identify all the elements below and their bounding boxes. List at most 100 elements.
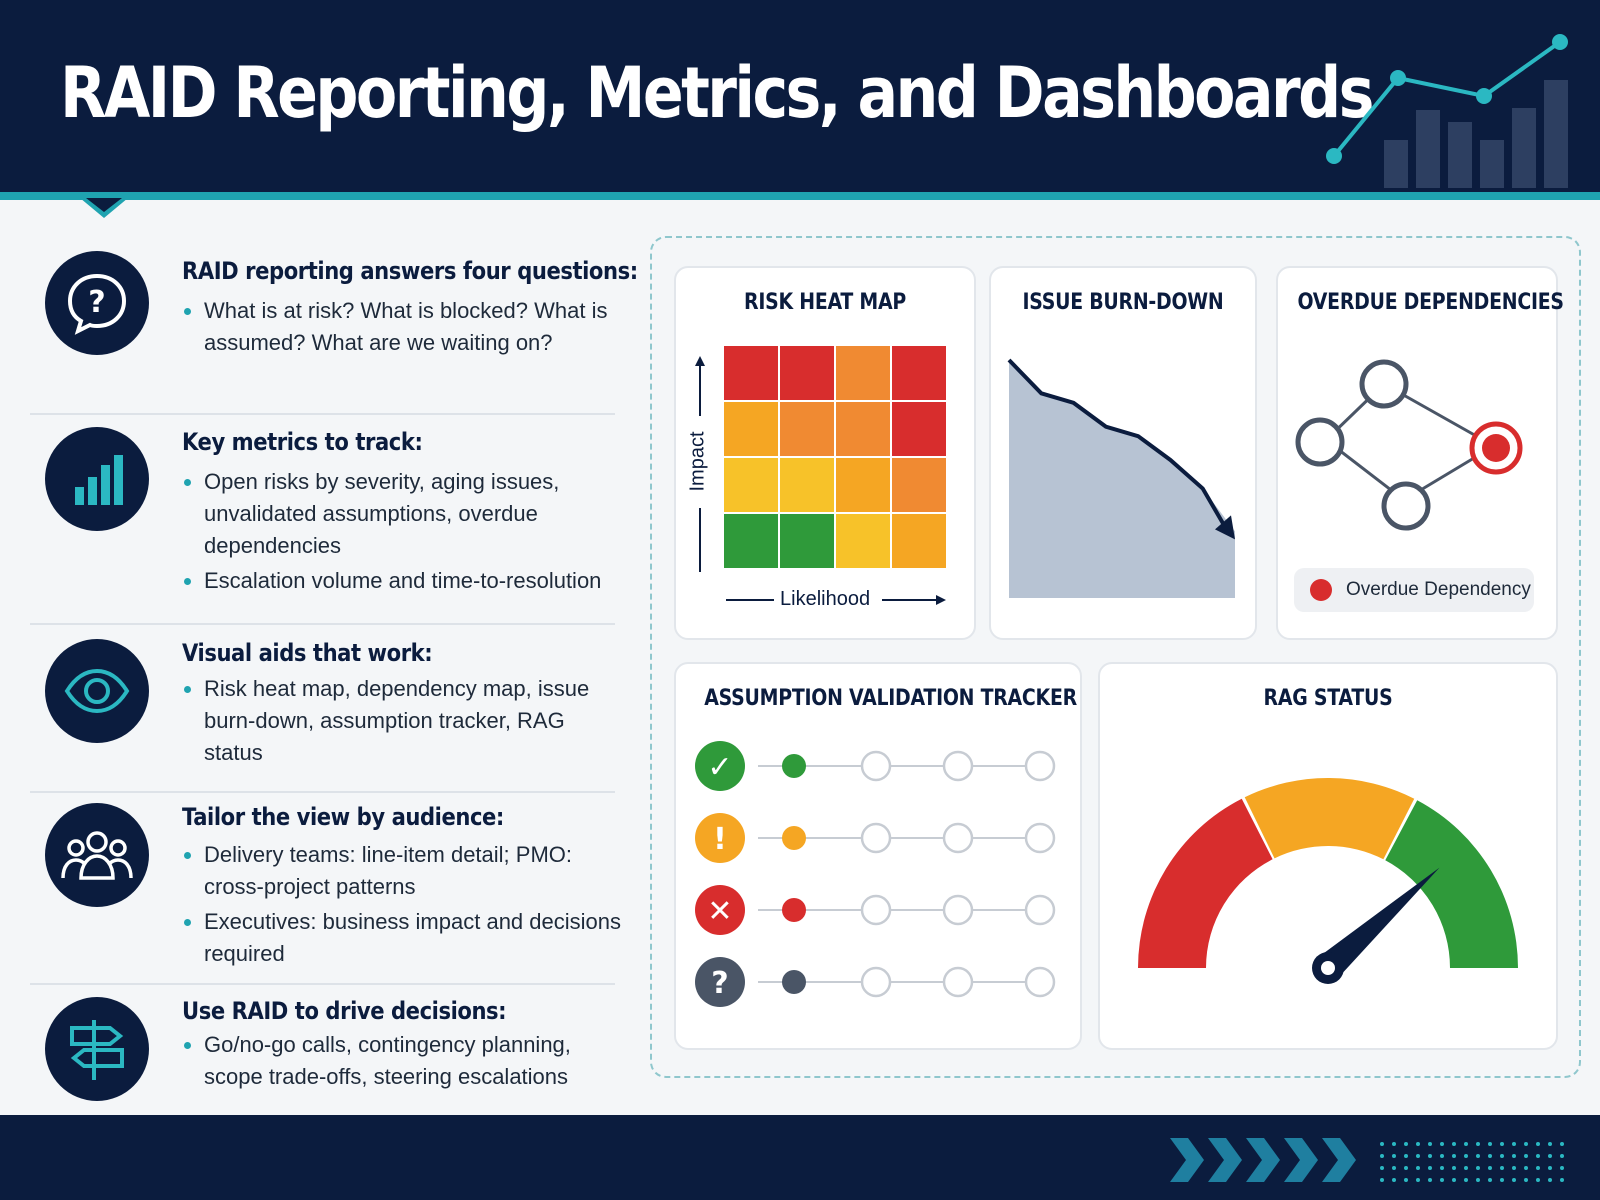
footer-dot [1548, 1154, 1552, 1158]
footer-dot [1464, 1154, 1468, 1158]
header-accent-stripe [0, 192, 1600, 200]
footer-dot [1440, 1166, 1444, 1170]
footer-dot [1392, 1178, 1396, 1182]
bar-chart-icon [45, 427, 149, 531]
dashboard-panel [650, 236, 1581, 1078]
gauge-segment [1244, 778, 1415, 860]
section-bullets: What is at risk? What is blocked? What i… [182, 295, 622, 362]
footer-dot [1488, 1166, 1492, 1170]
card-title: ISSUE BURN-DOWN [1022, 290, 1224, 315]
divider [30, 413, 615, 415]
tracker-empty-step [942, 966, 974, 998]
heat-map-cell [724, 514, 778, 568]
assumption-validation-tracker-card: ASSUMPTION VALIDATION TRACKER ✓! ✕? [674, 662, 1082, 1050]
tracker-filled-step [782, 754, 806, 778]
card-title: ASSUMPTION VALIDATION TRACKER [704, 686, 1077, 711]
footer-dot [1500, 1178, 1504, 1182]
line-and-bar-chart-icon [1326, 34, 1568, 188]
footer-dot [1440, 1178, 1444, 1182]
footer-dot [1488, 1142, 1492, 1146]
section-bullets: Go/no-go calls, contingency planning, sc… [182, 1029, 622, 1096]
footer-dot [1512, 1178, 1516, 1182]
risk-heat-map-card: RISK HEAT MAP Likelihood Impact [674, 266, 976, 640]
bullet: Delivery teams: line-item detail; PMO: c… [182, 839, 622, 903]
heat-map-chart [695, 346, 946, 605]
heat-map-cell [724, 346, 778, 400]
overdue-dependencies-card: OVERDUE DEPENDENCIES Overdue Dependency [1276, 266, 1564, 640]
x-icon [695, 885, 745, 935]
section-title: Key metrics to track: [182, 428, 423, 456]
tracker-empty-step [942, 894, 974, 926]
footer-dot [1404, 1142, 1408, 1146]
footer-dot [1404, 1166, 1408, 1170]
card-title: RAG STATUS [1263, 686, 1393, 711]
heat-map-cell [836, 346, 890, 400]
heat-map-cell [724, 458, 778, 512]
divider [30, 791, 615, 793]
section-bullets: Delivery teams: line-item detail; PMO: c… [182, 839, 622, 973]
status-glyph: ? [711, 966, 728, 1001]
tracker-empty-step [860, 750, 892, 782]
footer-dot [1380, 1154, 1384, 1158]
heat-map-cell [780, 346, 834, 400]
signpost-icon [45, 997, 149, 1101]
section-title: Tailor the view by audience: [182, 803, 504, 831]
footer-dot [1380, 1166, 1384, 1170]
heat-map-cell [780, 514, 834, 568]
footer-dot [1512, 1154, 1516, 1158]
burn-down-chart [1007, 358, 1235, 598]
footer-dot [1428, 1142, 1432, 1146]
footer-dot [1560, 1142, 1564, 1146]
section-title: Visual aids that work: [182, 639, 433, 667]
footer-dot [1416, 1154, 1420, 1158]
footer-dot [1536, 1178, 1540, 1182]
tracker-empty-step [860, 966, 892, 998]
footer-dot [1392, 1154, 1396, 1158]
rag-gauge [1138, 778, 1518, 984]
footer-dot [1524, 1142, 1528, 1146]
footer-dot [1536, 1142, 1540, 1146]
footer-dot [1512, 1142, 1516, 1146]
footer-dot [1428, 1178, 1432, 1182]
card-title: OVERDUE DEPENDENCIES [1297, 290, 1564, 315]
heat-map-cell [724, 402, 778, 456]
footer-dot [1452, 1178, 1456, 1182]
bullet: Go/no-go calls, contingency planning, sc… [182, 1029, 622, 1093]
heat-map-cell [892, 458, 946, 512]
footer-dot [1428, 1166, 1432, 1170]
heat-map-cell [836, 514, 890, 568]
tracker-filled-step [782, 970, 806, 994]
footer-dot [1440, 1142, 1444, 1146]
heat-map-cell [892, 346, 946, 400]
heat-map-cell [892, 514, 946, 568]
footer-dot [1524, 1178, 1528, 1182]
divider [30, 983, 615, 985]
gauge-needle [1320, 867, 1440, 978]
exclamation-icon [695, 813, 745, 863]
dependency-node [1359, 359, 1409, 409]
footer-bar [0, 1115, 1600, 1200]
gauge-hub-center [1321, 961, 1335, 975]
footer-dot [1500, 1154, 1504, 1158]
tracker-empty-step [860, 894, 892, 926]
burn-down-line [1007, 358, 1225, 525]
footer-dot [1536, 1154, 1540, 1158]
footer-dot [1536, 1166, 1540, 1170]
footer-dot [1404, 1178, 1408, 1182]
tracker-empty-step [1024, 750, 1056, 782]
footer-dot [1512, 1166, 1516, 1170]
legend-dot [1310, 579, 1332, 601]
legend: Overdue Dependency [1294, 568, 1534, 612]
gauge-segment [1385, 800, 1518, 968]
divider [30, 623, 615, 625]
tracker-rows: ✓! ✕? [695, 741, 1056, 1007]
footer-dot [1548, 1166, 1552, 1170]
footer-dot [1416, 1142, 1420, 1146]
status-glyph: ✓ [707, 750, 732, 785]
bullet: Executives: business impact and decision… [182, 906, 622, 970]
bullet: Risk heat map, dependency map, issue bur… [182, 673, 622, 769]
footer-dot [1500, 1166, 1504, 1170]
check-icon [695, 741, 745, 791]
footer-dot [1392, 1142, 1396, 1146]
tracker-empty-step [942, 750, 974, 782]
